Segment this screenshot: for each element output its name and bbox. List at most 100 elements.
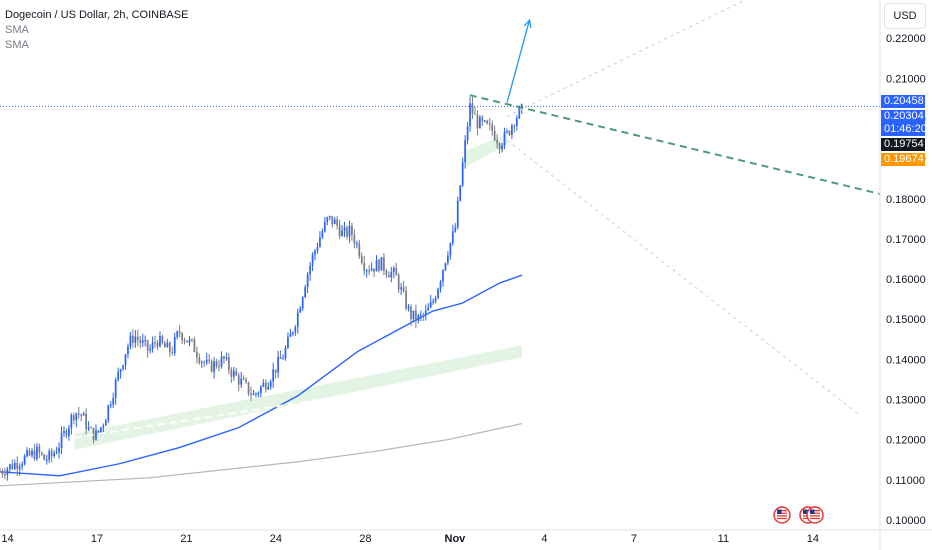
time-tick-label: 11 xyxy=(718,533,729,545)
candle-body xyxy=(287,336,289,348)
us-flag-icon xyxy=(773,506,791,524)
candle-body xyxy=(164,343,166,348)
candle-body xyxy=(444,263,447,271)
candle-body xyxy=(156,342,159,347)
candle-body xyxy=(188,339,191,343)
candle-body xyxy=(80,414,83,416)
trendline xyxy=(469,94,881,195)
flag-ring xyxy=(773,506,791,524)
candle-body xyxy=(48,450,51,460)
candle-body xyxy=(375,259,378,272)
candle-body xyxy=(8,464,11,470)
candle-body xyxy=(95,430,97,440)
candle-body xyxy=(447,255,449,264)
candle-body xyxy=(429,302,432,308)
candle-body xyxy=(370,268,373,271)
candle-body xyxy=(501,145,503,150)
price-tick-label: 0.11000 xyxy=(886,475,925,487)
candle-body xyxy=(513,125,516,127)
sma-label-1[interactable]: SMA xyxy=(5,24,29,36)
candle-body xyxy=(511,125,513,135)
candle-body xyxy=(464,140,466,163)
candle-body xyxy=(506,130,508,132)
candle-body xyxy=(380,257,383,271)
candle-body xyxy=(141,340,144,343)
candle-body xyxy=(220,356,223,367)
candle-body xyxy=(181,333,183,341)
candle-body xyxy=(16,462,19,469)
chart-legend: Dogecoin / US Dollar, 2h, COINBASE SMA S… xyxy=(5,8,188,53)
sma-slow-line xyxy=(0,423,523,487)
candle-body xyxy=(252,393,255,395)
candle-body xyxy=(191,339,193,341)
candle-body xyxy=(213,361,215,372)
candle-body xyxy=(200,362,203,364)
candle-body xyxy=(488,123,491,125)
candle-body xyxy=(65,430,68,436)
candle-body xyxy=(474,113,476,115)
candle-body xyxy=(368,270,371,272)
candle-body xyxy=(301,297,304,309)
candle-body xyxy=(26,450,28,457)
candle-body xyxy=(257,392,260,394)
candle-body xyxy=(132,335,134,343)
candle-body xyxy=(353,235,356,244)
candle-body xyxy=(178,331,181,334)
candle-body xyxy=(33,450,36,460)
candle-body xyxy=(387,274,390,278)
candle-body xyxy=(68,427,70,436)
candle-body xyxy=(11,464,14,469)
candle-body xyxy=(520,104,523,109)
candle-body xyxy=(282,358,284,360)
symbol-title: Dogecoin / US Dollar, 2h, COINBASE xyxy=(5,9,189,21)
candle-body xyxy=(459,185,462,201)
candle-body xyxy=(422,314,425,316)
candle-body xyxy=(338,225,341,237)
candle-body xyxy=(277,356,279,373)
currency-button[interactable]: USD xyxy=(884,3,926,29)
candle-body xyxy=(392,267,395,273)
candle-body xyxy=(208,359,211,361)
price-tick-label: 0.13000 xyxy=(886,395,926,407)
candle-body xyxy=(360,256,363,263)
support-zone xyxy=(466,134,508,167)
candle-body xyxy=(6,469,9,476)
candle-body xyxy=(466,126,469,141)
candle-body xyxy=(319,237,321,247)
arrow-head xyxy=(523,18,532,29)
price-axis: 0.10000 0.11000 0.12000 0.13000 0.14000 0.150… xyxy=(879,0,926,550)
candle-body xyxy=(461,162,464,186)
candle-body xyxy=(18,466,21,469)
candle-body xyxy=(223,356,225,359)
candle-body xyxy=(109,404,112,406)
candle-body xyxy=(102,425,105,428)
candle-body xyxy=(173,336,176,354)
candle-body xyxy=(486,120,489,124)
candle-body xyxy=(471,103,474,114)
candle-body xyxy=(250,393,252,395)
candle-body xyxy=(378,259,380,271)
candle-body xyxy=(427,307,430,311)
candle-body xyxy=(104,420,107,426)
event-flags xyxy=(773,506,824,524)
candle-body xyxy=(294,327,297,333)
candle-body xyxy=(242,378,245,380)
candle-body xyxy=(309,265,311,275)
candle-body xyxy=(400,287,403,290)
candle-body xyxy=(491,124,494,131)
candle-body xyxy=(274,369,277,373)
candle-body xyxy=(72,415,75,421)
candle-body xyxy=(139,339,142,343)
sma-label-2[interactable]: SMA xyxy=(5,39,29,51)
flag-stripe xyxy=(810,515,820,517)
candle-body xyxy=(75,413,78,421)
candle-body xyxy=(518,108,521,119)
time-tick-label: 17 xyxy=(91,533,103,545)
candle-body xyxy=(341,230,343,237)
candle-body xyxy=(306,274,309,288)
candle-body xyxy=(415,310,417,321)
candle-body xyxy=(85,413,87,430)
flag-stripe xyxy=(777,517,787,520)
candle-body xyxy=(38,446,41,453)
